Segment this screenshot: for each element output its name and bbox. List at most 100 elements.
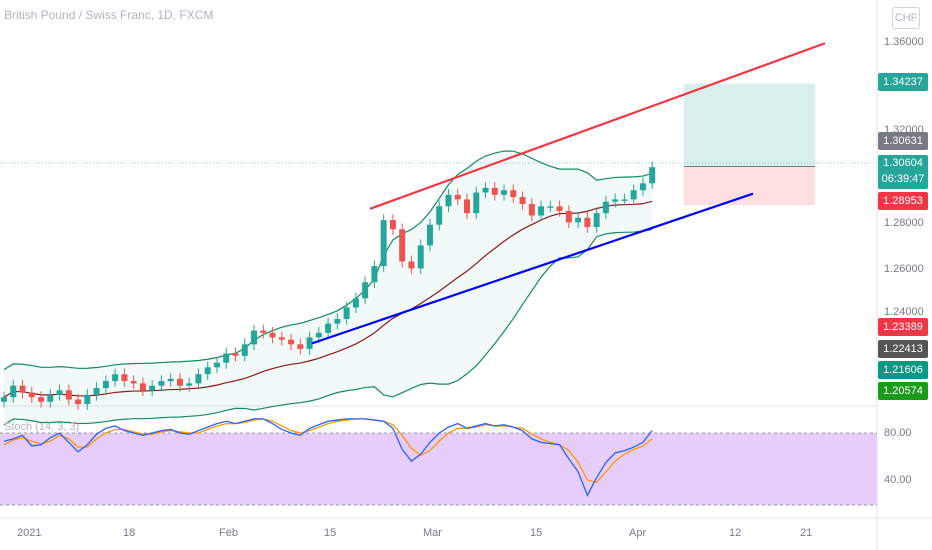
candle-body xyxy=(612,199,619,202)
candle-body xyxy=(362,282,369,299)
candle-body xyxy=(167,378,174,382)
candle-body xyxy=(491,187,498,195)
candle-body xyxy=(38,397,45,402)
stoch-title: Stoch (14, 3, 3) xyxy=(4,421,80,433)
bollinger-lower xyxy=(3,228,653,426)
candle-body xyxy=(454,194,461,200)
stop-price-tag: 1.28953 xyxy=(878,192,928,210)
stoch-axis-label: 40.00 xyxy=(884,474,912,486)
candle-body xyxy=(408,261,415,269)
candle-body xyxy=(649,167,656,184)
last-price-value: 1.30604 xyxy=(883,157,923,169)
candle-body xyxy=(473,192,480,214)
candle-body xyxy=(315,332,322,338)
currency-badge[interactable]: CHF xyxy=(892,7,920,29)
candle-body xyxy=(19,385,26,393)
candle-body xyxy=(158,381,165,386)
candle-body xyxy=(47,394,54,402)
price-tag-red: 1.23389 xyxy=(878,318,928,336)
candle-body xyxy=(556,206,563,211)
loss-zone xyxy=(684,166,815,206)
date-axis-label: Feb xyxy=(219,527,238,539)
stoch-band xyxy=(0,433,877,505)
candle-body xyxy=(593,213,600,227)
trendline-upper xyxy=(369,42,826,210)
candle-body xyxy=(149,385,156,391)
candle-body xyxy=(288,339,295,345)
candle-body xyxy=(639,183,646,191)
candle-body xyxy=(260,330,267,333)
candle-body xyxy=(380,220,387,267)
candle-body xyxy=(482,187,489,193)
candle-body xyxy=(538,206,545,216)
date-axis-label: 2021 xyxy=(17,527,42,539)
candle-body xyxy=(121,374,128,382)
candle-body xyxy=(112,374,119,382)
candle-body xyxy=(241,344,248,356)
candle-body xyxy=(417,245,424,269)
price-tag-grey: 1.22413 xyxy=(878,340,928,358)
candle-body xyxy=(325,323,332,333)
candle-body xyxy=(436,206,443,225)
candle-body xyxy=(306,337,313,349)
candle-body xyxy=(334,319,341,324)
trendline-lower xyxy=(311,192,754,345)
candle-body xyxy=(75,399,82,405)
price-axis-label: 1.36000 xyxy=(884,36,924,48)
stoch-d-line xyxy=(3,418,653,484)
date-axis-label: 21 xyxy=(800,527,813,539)
candle-body xyxy=(630,190,637,200)
candle-body xyxy=(93,388,100,395)
countdown-timer: 06:39:47 xyxy=(881,173,925,185)
candle-body xyxy=(464,199,470,214)
candle-body xyxy=(371,266,378,283)
entry-price-tag: 1.30631 xyxy=(878,132,928,150)
candle-body xyxy=(10,385,17,398)
candle-body xyxy=(139,383,146,391)
candle-body xyxy=(102,381,109,388)
candle-body xyxy=(84,394,91,405)
target-price-tag: 1.34237 xyxy=(878,73,928,91)
candle-body xyxy=(223,353,230,363)
candle-body xyxy=(204,367,211,375)
candle-body xyxy=(269,332,276,338)
date-axis-label: Mar xyxy=(423,527,442,539)
candle-body xyxy=(519,197,526,204)
candle-body xyxy=(528,204,535,216)
price-axis-label: 1.28000 xyxy=(884,217,924,229)
candle-body xyxy=(575,217,582,223)
candle-body xyxy=(186,383,193,386)
candle-body xyxy=(195,374,202,384)
profit-zone xyxy=(684,83,815,167)
candle-body xyxy=(510,190,517,198)
candle-body xyxy=(1,397,7,402)
candle-body xyxy=(602,201,609,214)
candle-body xyxy=(389,220,396,230)
date-axis-label: Apr xyxy=(629,527,647,539)
date-axis-label: 15 xyxy=(324,527,337,539)
candle-body xyxy=(56,390,63,395)
candle-body xyxy=(445,194,452,207)
bollinger-fill xyxy=(4,151,653,425)
candle-body xyxy=(278,337,285,340)
bollinger-upper xyxy=(3,150,653,371)
candle-body xyxy=(213,362,220,368)
candle-body xyxy=(621,199,628,201)
candle-body xyxy=(565,210,572,223)
bollinger-basis xyxy=(3,200,653,398)
candle-body xyxy=(28,392,35,398)
stoch-k-line xyxy=(3,418,653,497)
candle-body xyxy=(297,344,304,349)
candle-body xyxy=(232,353,239,356)
chart-title: British Pound / Swiss Franc, 1D, FXCM xyxy=(4,8,214,22)
candle-body xyxy=(399,229,406,262)
candle-body xyxy=(343,307,350,319)
candle-body xyxy=(426,224,433,246)
candle-body xyxy=(176,378,183,386)
date-axis-label: 15 xyxy=(530,527,543,539)
candle-body xyxy=(547,206,554,208)
candle-body xyxy=(352,298,359,308)
price-axis-label: 1.26000 xyxy=(884,263,924,275)
price-axis-label: 1.24000 xyxy=(884,306,924,318)
candle-body xyxy=(501,190,508,195)
